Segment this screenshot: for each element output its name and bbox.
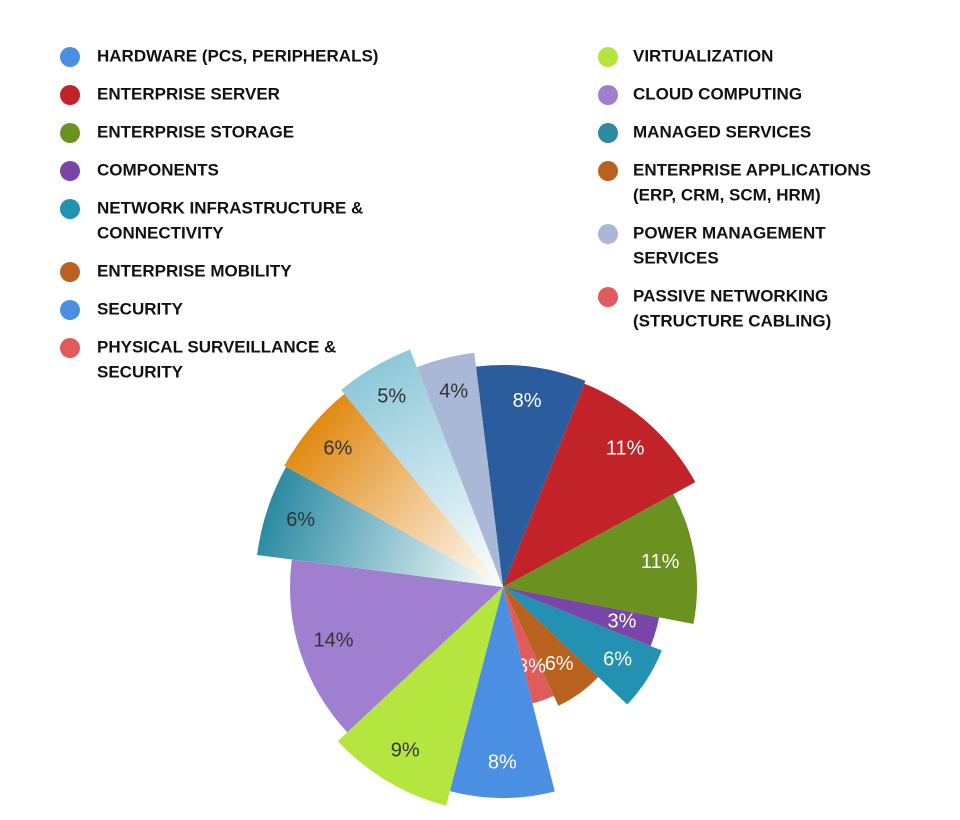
slice-label: 6%	[545, 653, 574, 675]
legend-marker	[60, 199, 80, 219]
legend-label: ENTERPRISE STORAGE	[97, 122, 294, 141]
legend-label: PASSIVE NETWORKING	[633, 286, 828, 305]
legend-marker	[598, 47, 618, 67]
legend-label: ENTERPRISE SERVER	[97, 84, 280, 103]
legend-label: ENTERPRISE MOBILITY	[97, 261, 292, 280]
legend-label: CONNECTIVITY	[97, 223, 224, 242]
legend-marker	[598, 161, 618, 181]
slice-label: 11%	[606, 438, 645, 460]
legend-marker	[60, 123, 80, 143]
pie-slice	[341, 349, 503, 587]
slice-label: 6%	[286, 509, 315, 531]
pie-slice	[416, 352, 503, 587]
slice-label: 6%	[603, 649, 632, 671]
slice-label: 6%	[323, 438, 352, 460]
legend-marker	[60, 262, 80, 282]
legend-label: (STRUCTURE CABLING)	[633, 311, 831, 330]
pie-slice	[337, 587, 503, 806]
legend-label: CLOUD COMPUTING	[633, 84, 802, 103]
legend-marker	[60, 47, 80, 67]
pie-slice	[503, 587, 554, 704]
legend-label: SECURITY	[97, 362, 184, 381]
slice-label: 4%	[439, 380, 468, 402]
legend-label: SERVICES	[633, 248, 719, 267]
legend-label: COMPONENTS	[97, 160, 219, 179]
slice-label: 9%	[391, 739, 420, 761]
legend-label: HARDWARE (PCS, PERIPHERALS)	[97, 46, 378, 65]
pie-slice	[449, 587, 555, 798]
legend-marker	[60, 300, 80, 320]
legend-label: (ERP, CRM, SCM, HRM)	[633, 185, 821, 204]
pie-slice	[257, 466, 503, 587]
legend-label: VIRTUALIZATION	[633, 46, 773, 65]
legend-label: MANAGED SERVICES	[633, 122, 811, 141]
pie-slice	[290, 559, 503, 733]
pie-slice	[503, 587, 599, 706]
slice-label: 11%	[641, 551, 680, 573]
legend-marker	[598, 287, 618, 307]
pie-slice	[284, 393, 503, 587]
legend-marker	[598, 85, 618, 105]
legend-marker	[598, 123, 618, 143]
legend-marker	[598, 224, 618, 244]
slice-label: 3%	[608, 610, 637, 632]
slice-label: 14%	[314, 630, 354, 652]
legend-label: ENTERPRISE APPLICATIONS	[633, 160, 871, 179]
slice-label: 8%	[513, 390, 542, 412]
legend-marker	[60, 338, 80, 358]
legend-marker	[60, 85, 80, 105]
slice-label: 8%	[488, 751, 517, 773]
pie-slice	[503, 587, 660, 647]
pie-slice	[475, 364, 586, 587]
legend-label: NETWORK INFRASTRUCTURE &	[97, 198, 363, 217]
legend-label: PHYSICAL SURVEILLANCE &	[97, 337, 336, 356]
pie-slice	[503, 494, 697, 625]
pie-slice	[503, 587, 662, 705]
pie-slice	[503, 383, 696, 587]
slice-label: 5%	[377, 386, 406, 408]
legend-marker	[60, 161, 80, 181]
legend-label: SECURITY	[97, 299, 184, 318]
legend-label: POWER MANAGEMENT	[633, 223, 826, 242]
